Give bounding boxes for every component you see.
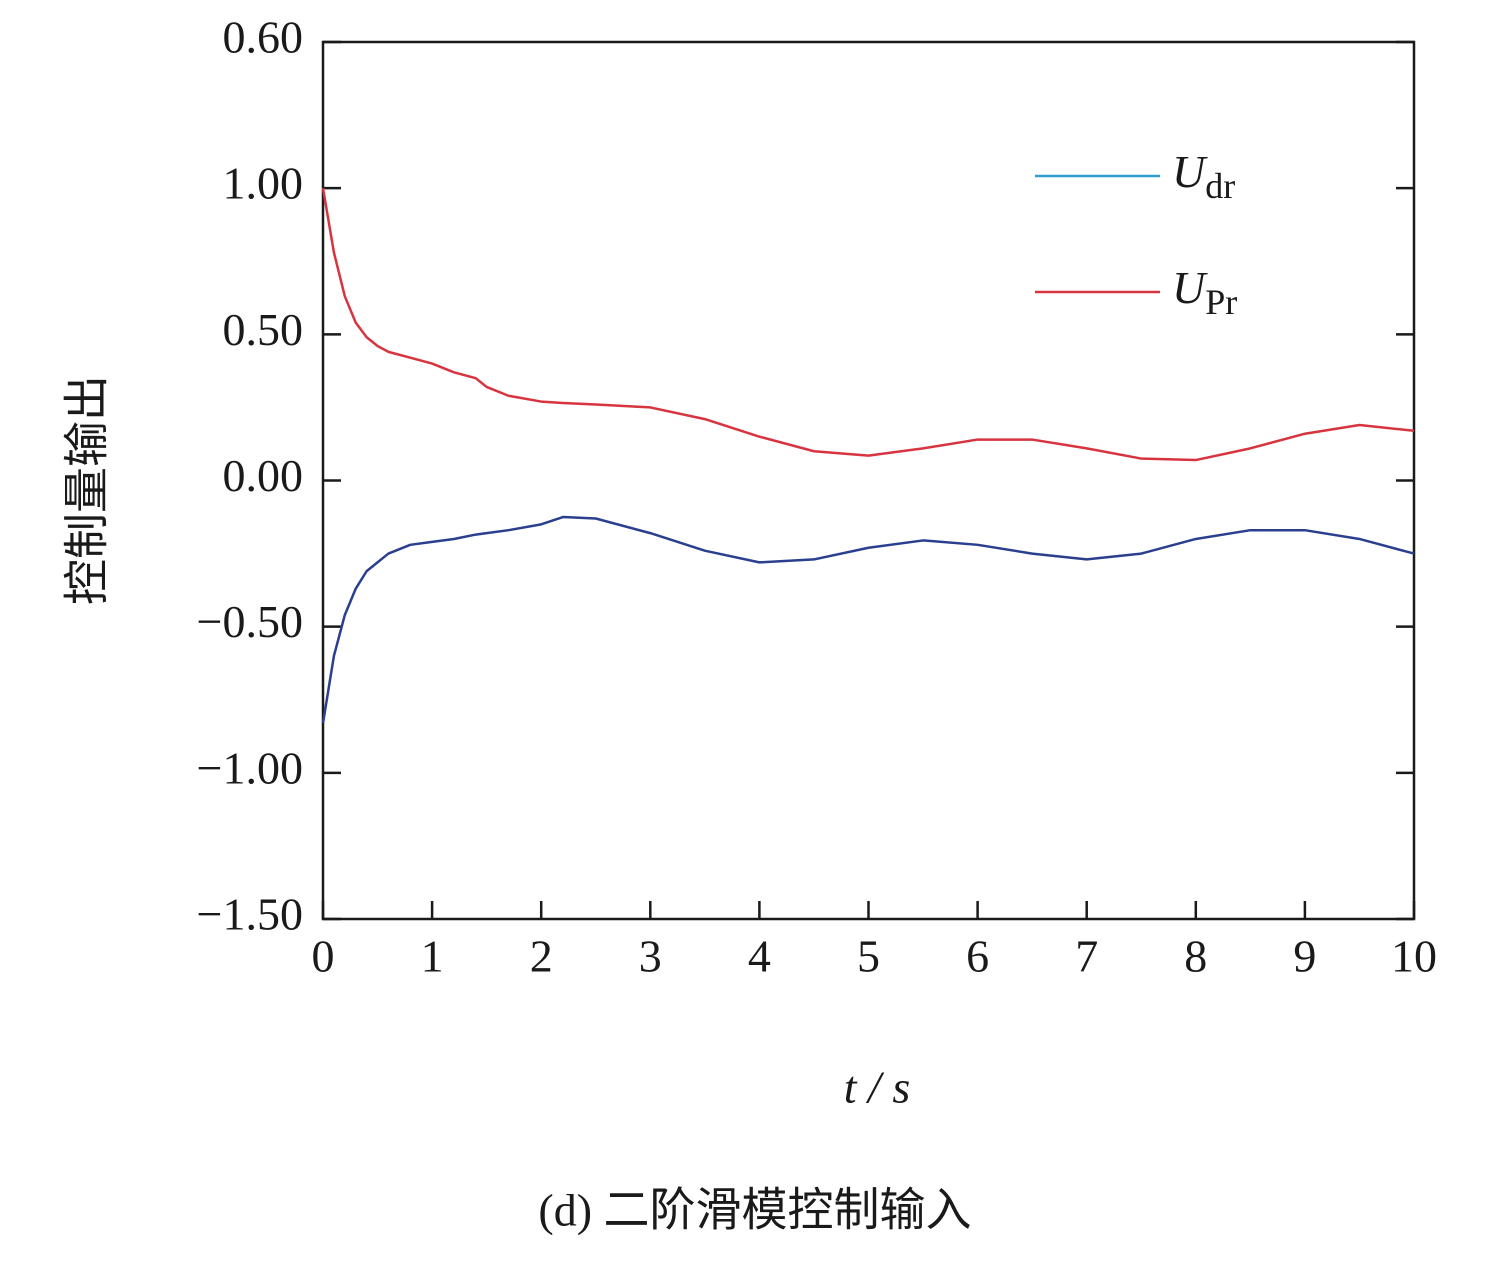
y-tick-label: 0.50 [223, 304, 304, 355]
y-tick-label: 1.00 [223, 158, 304, 209]
y-tick-label: 0.60 [223, 12, 304, 63]
legend-label: UPr [1172, 262, 1237, 323]
x-tick-label: 8 [1184, 931, 1207, 982]
x-tick-label: 0 [312, 931, 335, 982]
x-tick-label: 7 [1075, 931, 1098, 982]
x-axis-label: t / s [844, 1062, 910, 1113]
x-tick-label: 3 [639, 931, 662, 982]
x-tick-label: 10 [1391, 931, 1437, 982]
x-tick-label: 9 [1293, 931, 1316, 982]
y-tick-label: −1.00 [197, 742, 303, 793]
caption: (d) 二阶滑模控制输入 [538, 1185, 971, 1236]
y-tick-label: −0.50 [197, 596, 303, 647]
y-tick-label: −1.50 [197, 889, 303, 940]
y-tick-label: 0.00 [223, 450, 304, 501]
x-tick-label: 1 [421, 931, 444, 982]
y-axis-label: 控制量输出 [62, 375, 113, 605]
x-tick-label: 6 [966, 931, 989, 982]
x-tick-label: 5 [857, 931, 880, 982]
line-series [321, 515, 1415, 724]
x-tick-label: 2 [530, 931, 553, 982]
legend-label: Udr [1172, 146, 1235, 207]
x-tick-label: 4 [748, 931, 771, 982]
line-series [321, 187, 1415, 462]
plot-frame [321, 40, 1416, 921]
